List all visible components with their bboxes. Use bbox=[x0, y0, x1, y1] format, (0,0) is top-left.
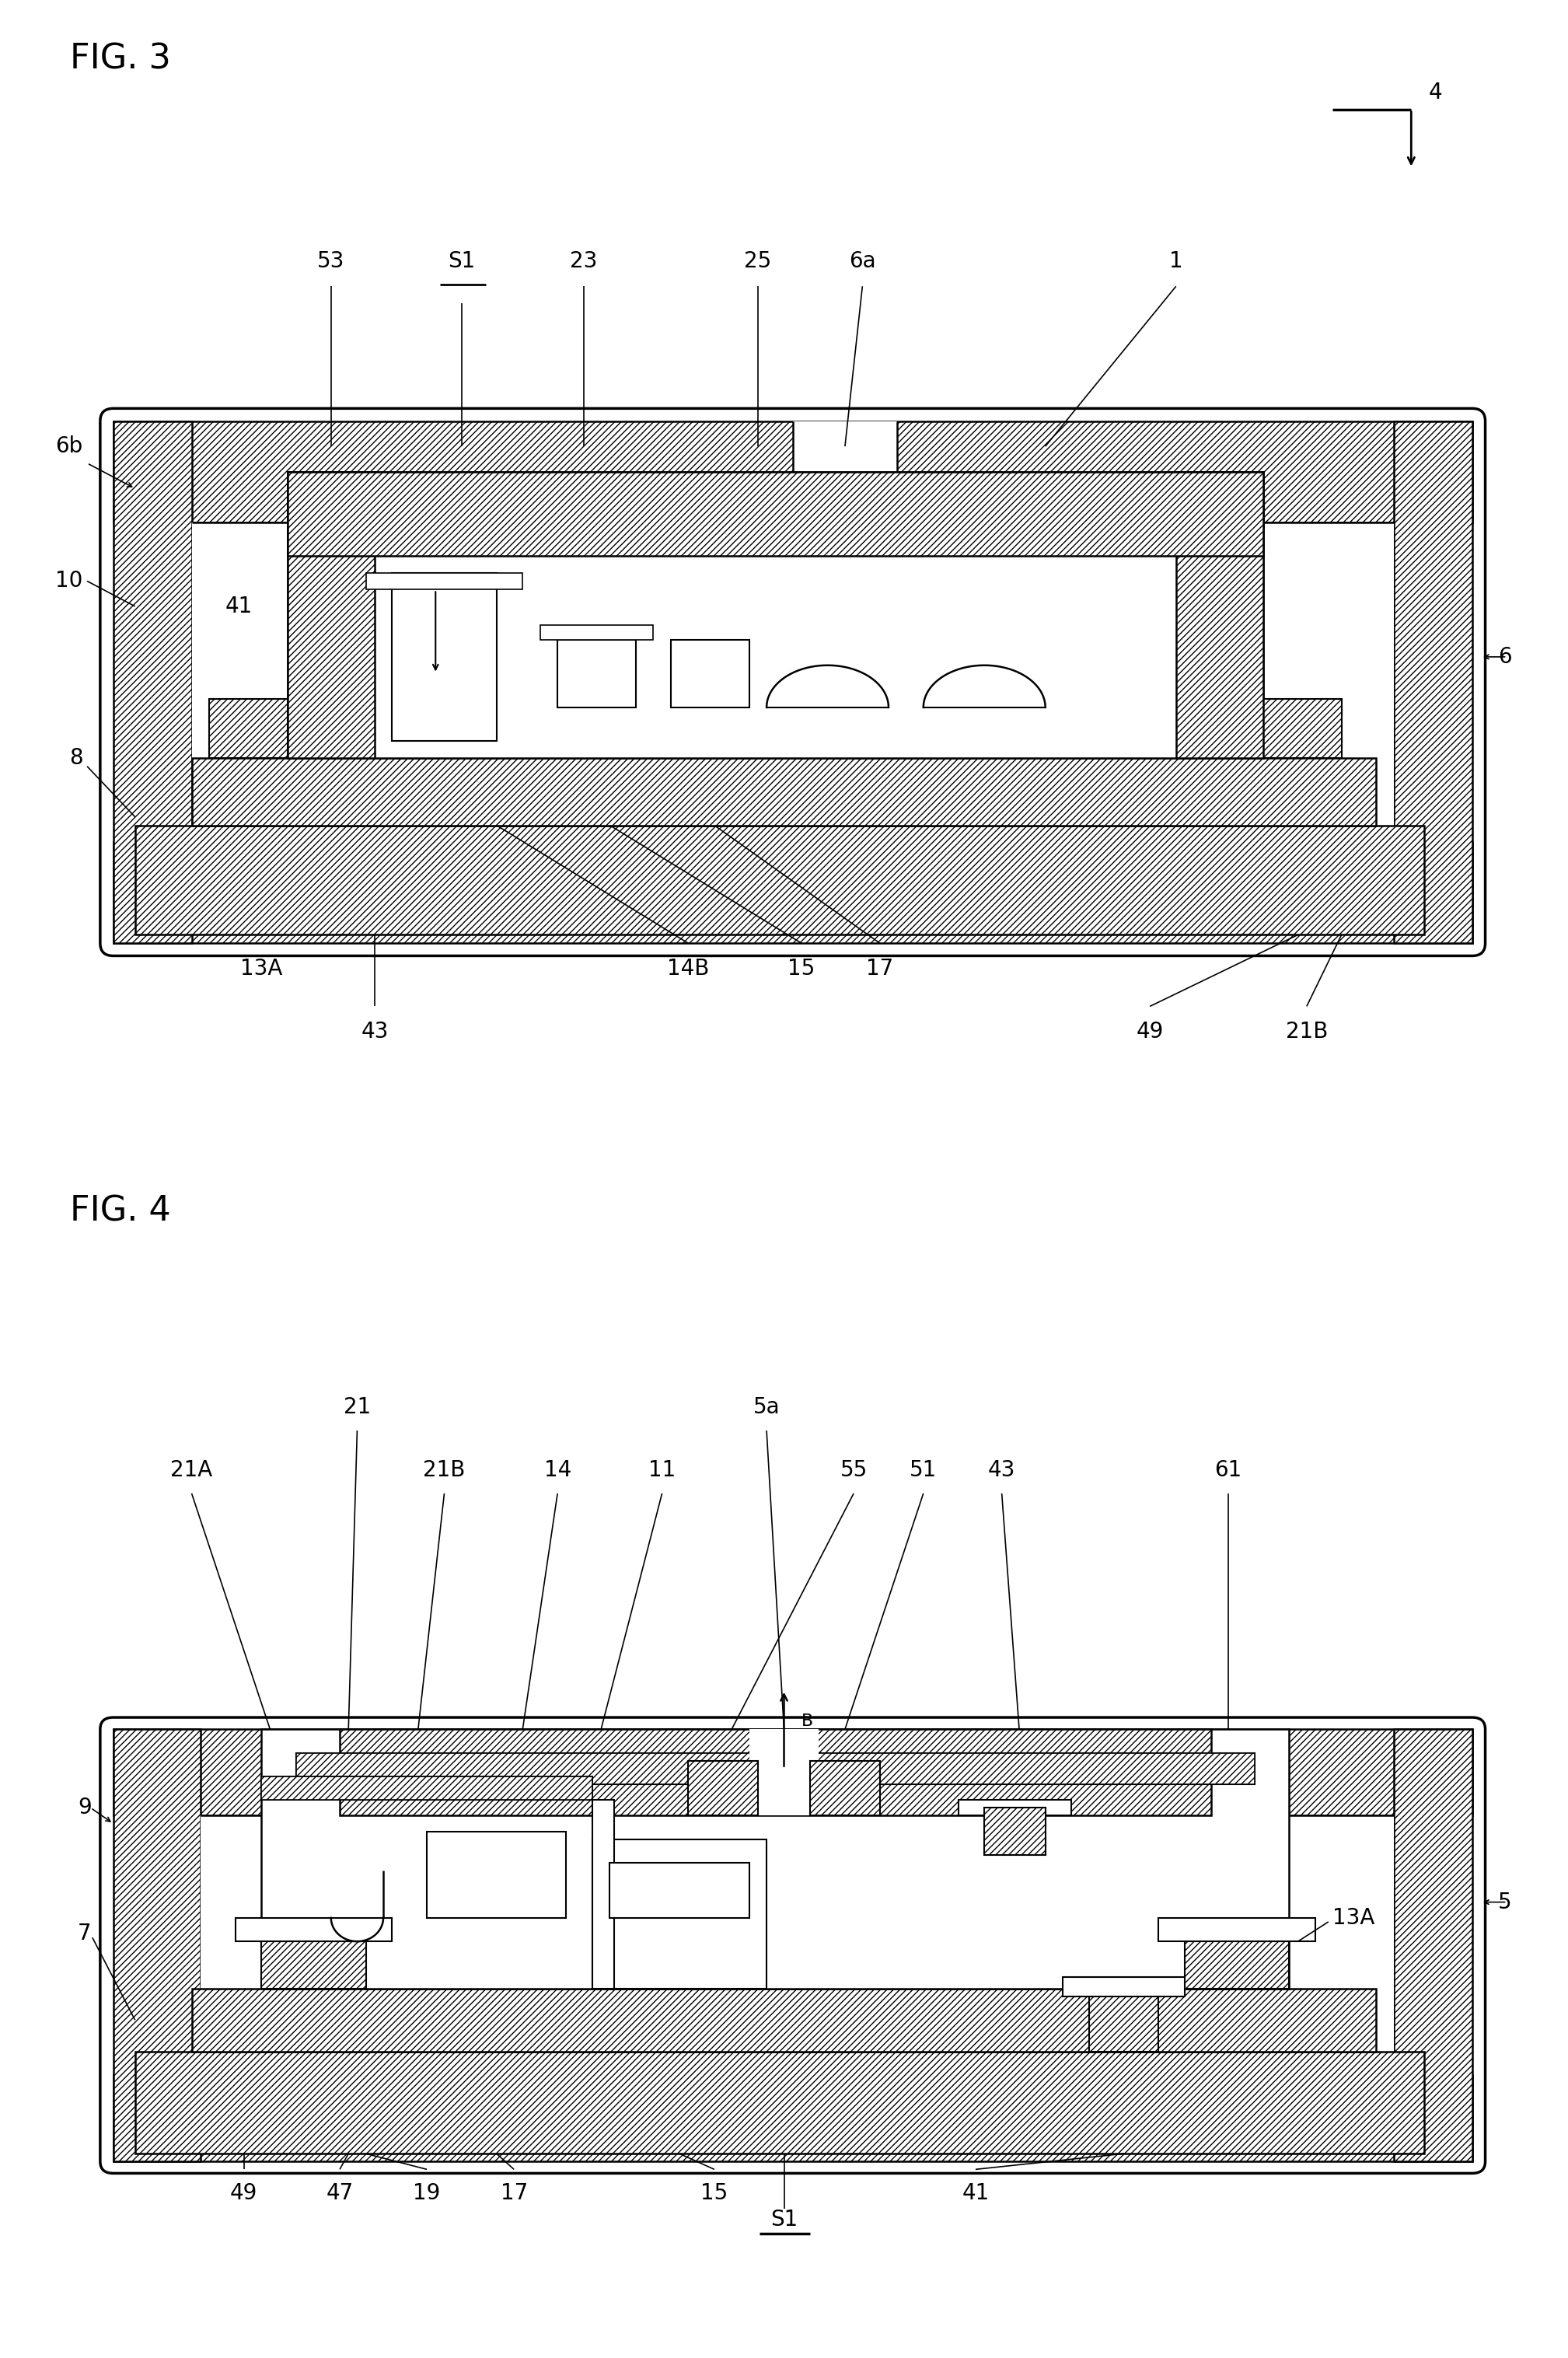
Bar bbox=[135, 825, 1424, 934]
Bar bbox=[287, 472, 375, 757]
Bar bbox=[539, 625, 654, 639]
Bar bbox=[296, 1752, 1254, 1785]
Text: 15: 15 bbox=[701, 2181, 728, 2205]
Bar bbox=[135, 2051, 1424, 2153]
Text: 49: 49 bbox=[1137, 1021, 1163, 1042]
Text: 17: 17 bbox=[866, 957, 894, 979]
Bar bbox=[287, 472, 1264, 757]
Bar bbox=[1185, 1941, 1289, 1988]
Bar bbox=[593, 1839, 767, 1988]
Bar bbox=[340, 1728, 1210, 1816]
Text: 10: 10 bbox=[55, 571, 83, 592]
Bar bbox=[191, 521, 1394, 842]
Bar bbox=[392, 573, 497, 740]
Text: 6a: 6a bbox=[848, 250, 877, 271]
Bar bbox=[610, 1863, 750, 1917]
Text: 1: 1 bbox=[1170, 250, 1182, 271]
Text: 15: 15 bbox=[787, 957, 815, 979]
Bar bbox=[793, 422, 897, 521]
Bar bbox=[287, 472, 1264, 556]
Bar bbox=[985, 1809, 1046, 1856]
Text: 5a: 5a bbox=[753, 1396, 779, 1417]
Text: 14B: 14B bbox=[666, 957, 709, 979]
Text: 13A: 13A bbox=[1333, 1908, 1375, 1929]
Text: 8: 8 bbox=[69, 747, 83, 769]
Bar bbox=[365, 573, 522, 590]
Bar bbox=[558, 639, 637, 707]
Text: 25: 25 bbox=[745, 250, 771, 271]
Text: 23: 23 bbox=[569, 250, 597, 271]
Bar bbox=[262, 1728, 1289, 1988]
Bar bbox=[262, 1941, 365, 1988]
Bar bbox=[750, 1728, 818, 1816]
Bar bbox=[1063, 1976, 1185, 1997]
Bar bbox=[671, 639, 750, 707]
Text: FIG. 4: FIG. 4 bbox=[69, 1196, 171, 1229]
Bar bbox=[262, 1776, 593, 1799]
Bar bbox=[209, 698, 287, 757]
Bar bbox=[191, 757, 1377, 825]
Text: S1: S1 bbox=[770, 2209, 798, 2231]
Bar bbox=[113, 1728, 1472, 1816]
Text: 41: 41 bbox=[961, 2181, 989, 2205]
Bar bbox=[113, 842, 1472, 943]
Text: S1: S1 bbox=[448, 250, 475, 271]
Text: 21: 21 bbox=[343, 1396, 372, 1417]
Text: 51: 51 bbox=[909, 1460, 938, 1481]
Bar bbox=[296, 1752, 1254, 1785]
Text: 6b: 6b bbox=[55, 436, 83, 457]
Bar bbox=[113, 2075, 1472, 2162]
Bar bbox=[191, 1988, 1377, 2051]
Bar bbox=[426, 1832, 566, 1917]
Bar bbox=[113, 422, 191, 943]
Text: FIG. 3: FIG. 3 bbox=[69, 42, 171, 75]
Text: 49: 49 bbox=[230, 2181, 257, 2205]
Text: 47: 47 bbox=[326, 2181, 353, 2205]
Text: 41: 41 bbox=[226, 597, 252, 618]
Text: 7: 7 bbox=[78, 1922, 91, 1945]
Bar bbox=[688, 1761, 757, 1816]
Bar bbox=[1394, 1728, 1472, 2162]
Bar bbox=[1176, 472, 1264, 757]
Text: 19: 19 bbox=[412, 2181, 441, 2205]
Text: 21A: 21A bbox=[171, 1460, 213, 1481]
Bar bbox=[1394, 422, 1472, 943]
Bar bbox=[1264, 698, 1342, 757]
Text: 61: 61 bbox=[1215, 1460, 1242, 1481]
Text: 55: 55 bbox=[840, 1460, 867, 1481]
Text: 14: 14 bbox=[544, 1460, 571, 1481]
Text: 6: 6 bbox=[1499, 646, 1512, 667]
Bar bbox=[201, 1816, 1394, 2075]
Bar bbox=[113, 422, 1472, 521]
Bar bbox=[1159, 1917, 1316, 1941]
Bar bbox=[1088, 1988, 1159, 2051]
Text: 4: 4 bbox=[1428, 83, 1443, 104]
Text: B: B bbox=[801, 1714, 814, 1728]
Text: 21B: 21B bbox=[1286, 1021, 1328, 1042]
Text: 17: 17 bbox=[500, 2181, 528, 2205]
Bar bbox=[235, 1917, 392, 1941]
Text: 53: 53 bbox=[317, 250, 345, 271]
Bar bbox=[113, 1728, 201, 2162]
Text: 9: 9 bbox=[78, 1797, 91, 1818]
Bar bbox=[262, 1776, 593, 1799]
Text: 13A: 13A bbox=[240, 957, 282, 979]
Bar bbox=[593, 1799, 615, 1988]
Bar bbox=[811, 1761, 880, 1816]
Text: 43: 43 bbox=[361, 1021, 389, 1042]
Text: 5: 5 bbox=[1499, 1891, 1512, 1912]
Text: 11: 11 bbox=[648, 1460, 676, 1481]
Text: 21B: 21B bbox=[423, 1460, 466, 1481]
Text: 43: 43 bbox=[988, 1460, 1016, 1481]
Bar bbox=[958, 1799, 1071, 1816]
